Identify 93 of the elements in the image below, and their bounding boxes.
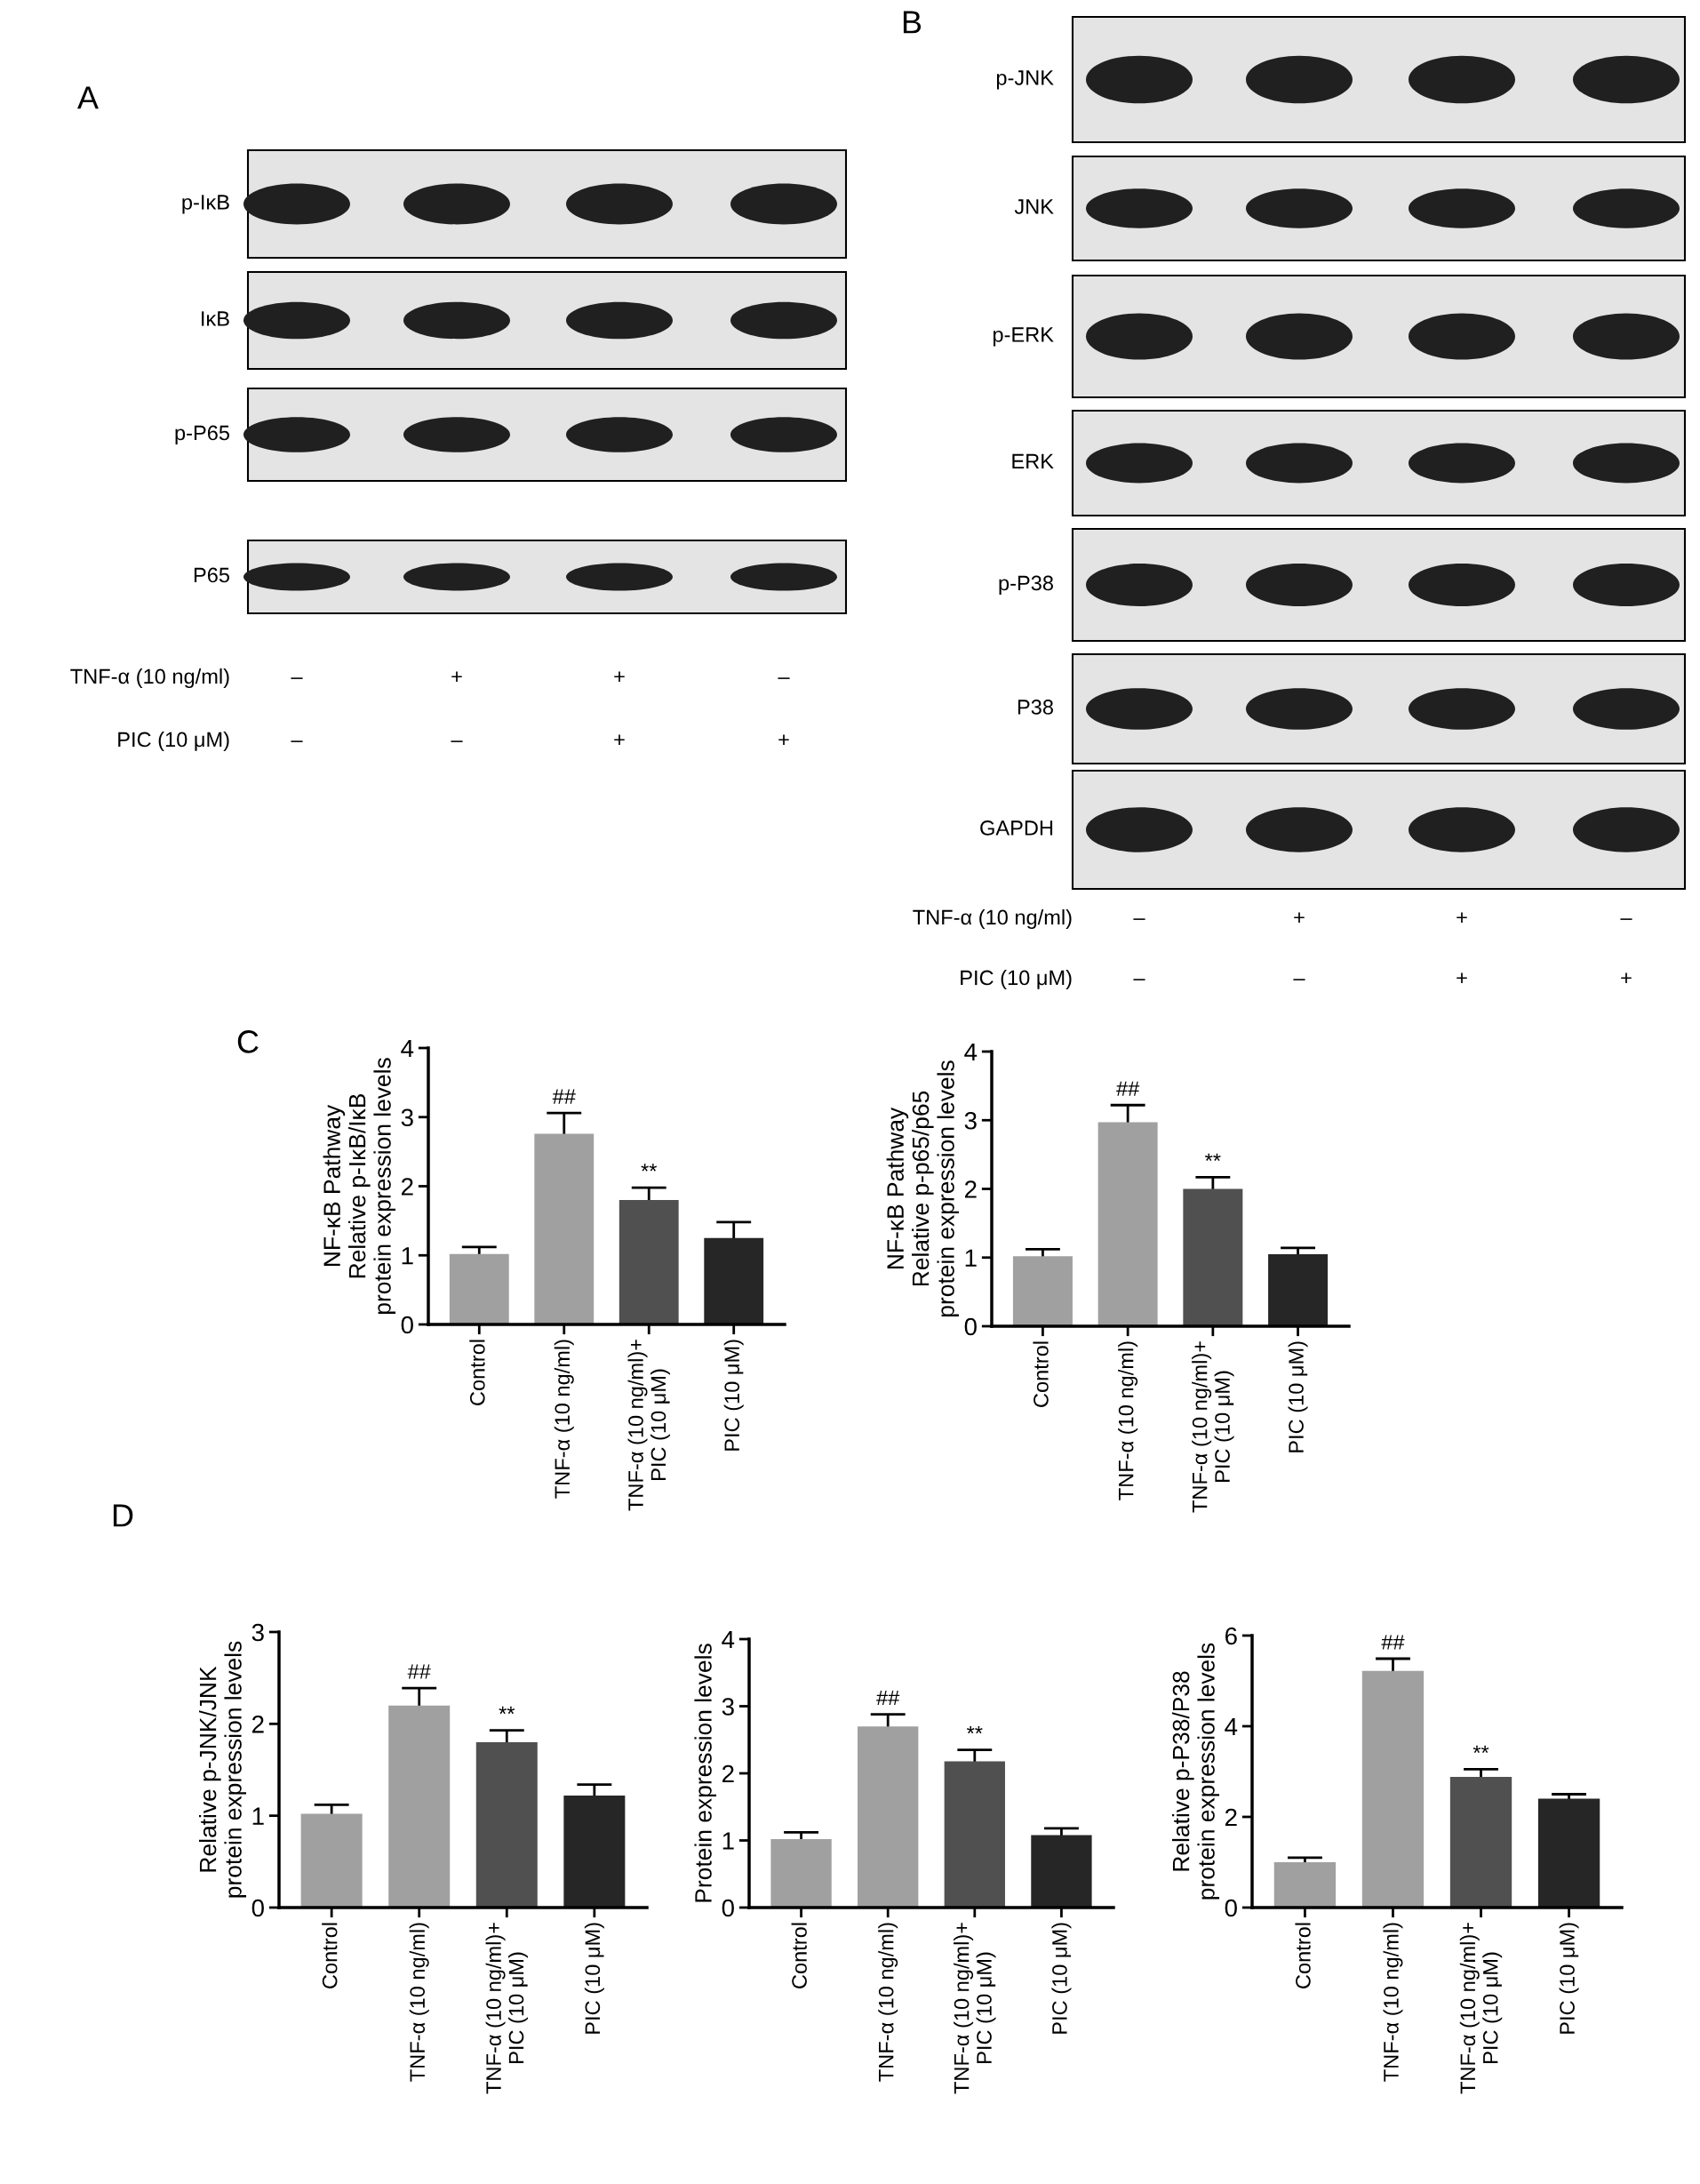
x-tick-label: Control: [322, 1923, 338, 1988]
text: PIC (10 μM): [118, 731, 229, 751]
category-label: p-P38: [999, 575, 1053, 596]
y-tick-label: 0: [401, 1316, 413, 1334]
text: +: [614, 734, 625, 746]
y-tick-label: 1: [722, 1832, 734, 1850]
text: –: [291, 677, 303, 679]
x-tick-label: TNF-α (10 ng/ml)+ PIC (10 μM): [485, 1923, 528, 2094]
x-tick-label: PIC (10 μM): [723, 1340, 744, 1451]
y-tick-label: 4: [401, 1039, 414, 1058]
x-tick-label: PIC (10 μM): [1559, 1923, 1579, 2034]
category-label: JNK: [1014, 199, 1054, 214]
text: –: [451, 740, 463, 742]
annotation: **: [1205, 1153, 1221, 1161]
category-label: P65: [194, 567, 230, 583]
x-tick-label: TNF-α (10 ng/ml): [878, 1923, 898, 2082]
annotation: **: [967, 1725, 983, 1734]
y-tick-label: 3: [722, 1698, 734, 1716]
category-label: p-JNK: [996, 70, 1054, 90]
x-tick-label: PIC (10 μM): [584, 1923, 604, 2034]
category-label: p-ERK: [993, 327, 1054, 347]
text: TNF-α (10 ng/ml): [913, 908, 1072, 930]
y-tick-label: 2: [964, 1180, 977, 1198]
annotation: ##: [407, 1664, 431, 1679]
text: –: [778, 677, 790, 679]
annotation: **: [1473, 1745, 1489, 1754]
x-tick-label: TNF-α (10 ng/ml): [1118, 1341, 1138, 1500]
y-tick-label: 3: [964, 1111, 977, 1130]
x-tick-label: PIC (10 μM): [1051, 1923, 1072, 2034]
x-tick-label: TNF-α (10 ng/ml)+ PIC (10 μM): [1459, 1923, 1503, 2094]
y-tick-label: 2: [1225, 1808, 1237, 1827]
x-tick-label: Control: [1295, 1923, 1311, 1988]
category-label: ERK: [1012, 453, 1054, 469]
x-tick-label: TNF-α (10 ng/ml): [409, 1923, 429, 2082]
text: PIC (10 μM): [961, 969, 1072, 989]
text: –: [1133, 918, 1145, 920]
y-tick-label: 2: [401, 1178, 413, 1196]
text: TNF-α (10 ng/ml): [70, 668, 229, 689]
y-axis-title: NF-κB Pathway Relative p-IκB/IκB protein expression levels: [323, 1058, 396, 1314]
category-label: IκB: [202, 311, 229, 326]
text: +: [1457, 972, 1467, 984]
y-tick-label: 0: [1225, 1899, 1237, 1917]
y-tick-label: 4: [964, 1043, 978, 1061]
annotation: ##: [1381, 1635, 1405, 1650]
x-tick-label: Control: [1033, 1341, 1049, 1407]
y-tick-label: 2: [251, 1716, 264, 1733]
y-tick-label: 3: [401, 1108, 413, 1127]
category-label: p-P65: [175, 425, 230, 445]
chart-title: D: [113, 1504, 133, 1527]
annotation: ##: [552, 1089, 576, 1104]
text: +: [614, 671, 625, 683]
x-tick-label: TNF-α (10 ng/ml): [1383, 1923, 1403, 2082]
text: +: [1621, 972, 1632, 984]
text: +: [1457, 912, 1467, 924]
x-tick-label: TNF-α (10 ng/ml): [554, 1340, 574, 1499]
y-axis-title: Protein expression levels: [694, 1644, 717, 1902]
y-axis-title: Relative p-JNK/JNK protein expression levels: [199, 1641, 247, 1898]
text: –: [1133, 979, 1145, 980]
x-tick-label: TNF-α (10 ng/ml)+ PIC (10 μM): [954, 1923, 996, 2094]
y-tick-label: 4: [722, 1630, 735, 1649]
text: –: [1293, 979, 1305, 980]
text: +: [1294, 912, 1305, 924]
text: +: [778, 734, 789, 746]
y-tick-label: 1: [965, 1249, 977, 1267]
category-label: P38: [1018, 700, 1053, 715]
y-axis-title: NF-κB Pathway Relative p-p65/p65 protein expression levels: [886, 1060, 960, 1316]
x-tick-label: TNF-α (10 ng/ml)+ PIC (10 μM): [1192, 1341, 1234, 1513]
y-tick-label: 0: [964, 1317, 977, 1336]
x-tick-label: Control: [791, 1923, 807, 1988]
x-tick-label: Control: [469, 1340, 485, 1405]
category-label: GAPDH: [980, 820, 1053, 836]
y-tick-label: 1: [252, 1807, 264, 1825]
y-tick-label: 0: [251, 1899, 264, 1917]
y-tick-label: 2: [722, 1764, 734, 1783]
annotation: **: [641, 1164, 658, 1172]
text: –: [291, 740, 303, 742]
y-axis-title: Relative p-P38/P38 protein expression levels: [1172, 1643, 1220, 1900]
y-tick-label: 1: [402, 1247, 413, 1265]
y-tick-label: 3: [251, 1623, 264, 1642]
category-label: p-IκB: [182, 195, 229, 214]
text: +: [451, 671, 462, 683]
y-tick-label: 4: [1225, 1717, 1238, 1736]
x-tick-label: TNF-α (10 ng/ml)+ PIC (10 μM): [627, 1340, 670, 1511]
annotation: ##: [1116, 1081, 1140, 1096]
chart-title: C: [237, 1030, 259, 1053]
text: B: [903, 11, 922, 34]
annotation: **: [499, 1706, 515, 1715]
x-tick-label: PIC (10 μM): [1288, 1341, 1308, 1452]
text: A: [77, 86, 99, 109]
text: –: [1620, 918, 1632, 920]
annotation: ##: [876, 1690, 900, 1706]
y-tick-label: 0: [722, 1899, 734, 1917]
y-tick-label: 6: [1225, 1627, 1237, 1645]
